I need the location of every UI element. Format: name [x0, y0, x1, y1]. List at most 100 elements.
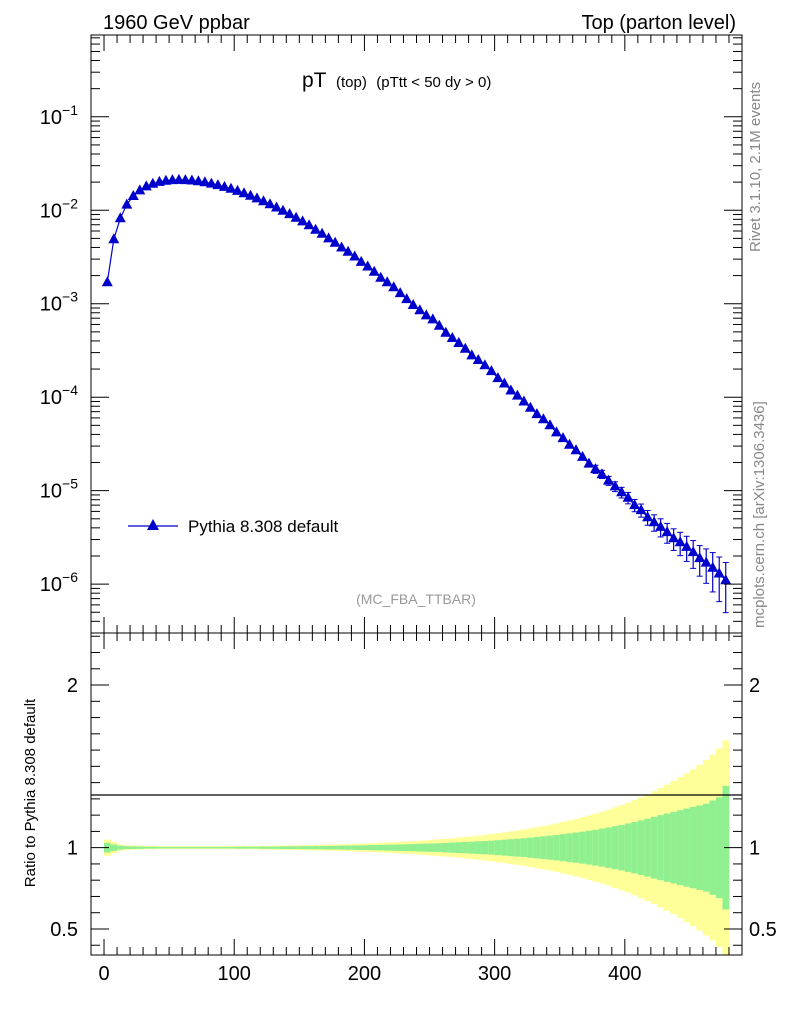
ratio-band-inner: [540, 836, 548, 860]
ratio-band-inner: [370, 845, 378, 851]
xtick-label: 200: [348, 963, 381, 985]
data-point: [713, 567, 725, 578]
ratio-bands-layer: [104, 740, 730, 955]
main-ytick-label: 10−6: [40, 569, 78, 596]
data-point: [524, 401, 536, 412]
ratio-band-inner: [715, 797, 723, 899]
ratio-band-inner: [514, 838, 522, 857]
data-point: [329, 236, 341, 247]
data-point: [362, 260, 374, 271]
data-point: [720, 574, 732, 585]
ratio-band-inner: [605, 827, 613, 868]
data-point: [401, 293, 413, 304]
main-series-layer: [101, 173, 732, 614]
ratio-band-inner: [494, 840, 502, 856]
data-point: [596, 468, 608, 479]
ratio-band-inner: [195, 846, 203, 849]
data-point: [590, 463, 601, 474]
data-point: [616, 486, 628, 497]
data-point: [453, 337, 465, 347]
data-point: [609, 480, 621, 491]
ratio-band-inner: [676, 810, 684, 886]
data-point: [199, 176, 211, 187]
data-point: [518, 395, 530, 406]
data-point: [264, 198, 276, 209]
data-point: [537, 413, 549, 424]
main-ytick-label: 10−1: [40, 102, 78, 129]
data-point: [557, 432, 569, 443]
ratio-band-inner: [201, 846, 209, 849]
ratio-band-inner: [156, 846, 164, 849]
ratio-band-inner: [644, 818, 652, 877]
ratio-band-inner: [572, 832, 580, 863]
data-point: [394, 287, 406, 298]
ratio-band-inner: [221, 846, 229, 849]
data-point: [336, 241, 348, 252]
ratio-band-inner: [325, 845, 333, 850]
data-point: [707, 561, 719, 572]
ratio-ytick-label-right: 1: [749, 838, 760, 860]
ratio-band-inner: [488, 840, 496, 855]
data-point: [459, 342, 471, 353]
ratio-band-inner: [455, 842, 463, 854]
data-point: [446, 332, 458, 342]
ratio-band-inner: [637, 820, 645, 875]
data-point: [427, 313, 439, 324]
ratio-band-inner: [247, 846, 255, 849]
data-point: [134, 184, 146, 195]
data-point: [433, 319, 445, 330]
ratio-band-inner: [520, 838, 528, 858]
data-point: [316, 227, 328, 238]
ratio-band-inner: [305, 846, 313, 850]
ratio-band-inner: [344, 845, 352, 850]
plot-title-sub2: (pTtt < 50 dy > 0): [376, 74, 491, 91]
data-point: [290, 211, 302, 222]
ratio-band-inner: [279, 846, 287, 849]
ratio-band-inner: [318, 846, 326, 850]
ratio-band-inner: [208, 846, 216, 849]
ratio-ytick-label-left: 2: [67, 675, 78, 697]
ratio-band-inner: [227, 846, 235, 849]
data-point: [505, 384, 517, 395]
ratio-band-inner: [442, 842, 450, 853]
data-point: [310, 223, 322, 234]
ratio-band-inner: [423, 843, 430, 852]
data-point: [479, 359, 491, 370]
data-point: [414, 304, 426, 315]
ratio-band-inner: [533, 836, 541, 859]
data-point: [407, 299, 419, 309]
data-point: [655, 520, 667, 531]
main-panel: 10−6 10−5 10−4 10−3 10−2 10−1: [40, 34, 743, 634]
main-axis-ticks: 10−6 10−5 10−4 10−3 10−2 10−1: [40, 35, 742, 634]
ratio-band-inner: [149, 846, 157, 849]
rivet-label: Rivet 3.1.10, 2.1M events: [747, 82, 764, 252]
data-point: [420, 309, 432, 320]
ratio-band-inner: [273, 846, 281, 849]
ratio-band-inner: [702, 803, 710, 892]
ratio-band-inner: [117, 845, 124, 850]
data-point: [674, 536, 686, 547]
data-point: [121, 198, 133, 209]
ratio-band-inner: [338, 845, 346, 850]
data-point: [245, 189, 256, 200]
ratio-band-inner: [657, 815, 665, 881]
ratio-ylabel: Ratio to Pythia 8.308 default: [22, 698, 39, 887]
data-point: [101, 276, 113, 287]
data-point: [498, 377, 510, 388]
data-point: [212, 179, 224, 190]
ratio-frame: [90, 632, 743, 956]
data-point: [629, 499, 641, 510]
data-point: [440, 326, 452, 337]
ratio-band-inner: [475, 841, 482, 855]
data-point: [466, 349, 478, 360]
ratio-band-inner: [390, 844, 398, 851]
plot-title-main: pT: [302, 69, 327, 92]
data-point: [375, 271, 387, 282]
ratio-band-inner: [527, 837, 535, 858]
data-point: [635, 504, 647, 515]
ratio-band-inner: [292, 846, 300, 849]
ratio-band-inner: [696, 805, 704, 890]
ratio-band-inner: [162, 846, 170, 849]
ratio-band-inner: [546, 835, 554, 860]
